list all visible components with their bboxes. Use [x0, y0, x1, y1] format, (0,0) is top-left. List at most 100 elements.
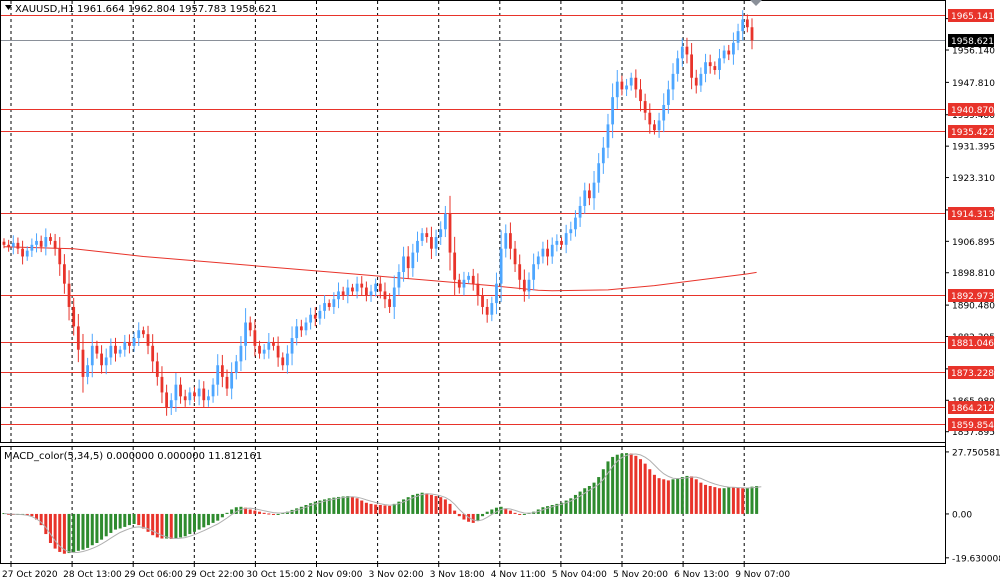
macd-bar[interactable]	[676, 478, 680, 514]
macd-bar[interactable]	[174, 513, 178, 539]
macd-bar[interactable]	[188, 513, 192, 535]
candle-body[interactable]	[225, 376, 229, 389]
macd-bar[interactable]	[179, 513, 183, 538]
candle-body[interactable]	[499, 248, 503, 284]
macd-bar[interactable]	[397, 501, 401, 514]
candle-body[interactable]	[183, 396, 187, 401]
candle-body[interactable]	[267, 341, 271, 350]
macd-bar[interactable]	[295, 508, 299, 514]
candle-body[interactable]	[448, 213, 452, 253]
candle-body[interactable]	[680, 46, 684, 59]
macd-bar[interactable]	[704, 484, 708, 514]
macd-bar[interactable]	[271, 513, 275, 515]
candle-body[interactable]	[676, 58, 680, 74]
candle-body[interactable]	[699, 73, 703, 86]
candle-body[interactable]	[341, 291, 345, 296]
candle-body[interactable]	[160, 376, 164, 393]
macd-bar[interactable]	[35, 513, 39, 520]
macd-bar[interactable]	[713, 487, 717, 514]
candle-body[interactable]	[397, 272, 401, 288]
candle-body[interactable]	[304, 322, 308, 331]
candle-body[interactable]	[104, 357, 108, 366]
macd-bar[interactable]	[369, 503, 373, 514]
candle-body[interactable]	[536, 256, 540, 265]
candle-body[interactable]	[555, 240, 559, 245]
candle-body[interactable]	[732, 42, 735, 55]
macd-bar[interactable]	[192, 513, 196, 532]
candle-body[interactable]	[369, 291, 373, 296]
candle-body[interactable]	[378, 283, 382, 292]
candle-body[interactable]	[202, 388, 206, 401]
candle-body[interactable]	[286, 353, 289, 366]
macd-bar[interactable]	[666, 480, 670, 514]
candle-body[interactable]	[11, 242, 15, 247]
candle-body[interactable]	[629, 77, 633, 86]
candle-body[interactable]	[392, 287, 396, 307]
macd-bar[interactable]	[313, 501, 317, 514]
macd-bar[interactable]	[62, 513, 66, 554]
candle-body[interactable]	[155, 361, 159, 377]
candle-body[interactable]	[527, 279, 531, 292]
candle-body[interactable]	[141, 330, 145, 335]
candle-body[interactable]	[653, 124, 656, 131]
candle-body[interactable]	[741, 19, 745, 32]
candle-body[interactable]	[299, 326, 303, 331]
macd-bar[interactable]	[685, 475, 689, 514]
macd-bar[interactable]	[346, 496, 350, 514]
candle-body[interactable]	[713, 66, 717, 70]
macd-bar[interactable]	[100, 513, 104, 540]
candle-body[interactable]	[323, 303, 326, 311]
macd-bar[interactable]	[671, 479, 675, 514]
candle-body[interactable]	[439, 229, 443, 238]
macd-bar[interactable]	[587, 486, 591, 514]
macd-bar[interactable]	[132, 513, 136, 524]
candle-body[interactable]	[197, 388, 201, 397]
candle-body[interactable]	[272, 341, 275, 346]
macd-bar[interactable]	[453, 510, 457, 514]
candle-body[interactable]	[504, 233, 508, 249]
candle-body[interactable]	[276, 345, 280, 358]
candle-body[interactable]	[114, 345, 117, 354]
candle-body[interactable]	[513, 248, 517, 265]
candle-body[interactable]	[95, 345, 99, 354]
candle-body[interactable]	[76, 326, 80, 350]
candle-body[interactable]	[67, 283, 71, 307]
macd-bar[interactable]	[499, 506, 503, 514]
candle-body[interactable]	[453, 252, 457, 280]
macd-bar[interactable]	[239, 506, 243, 514]
macd-bar[interactable]	[657, 478, 661, 514]
macd-bar[interactable]	[736, 488, 740, 514]
macd-bar[interactable]	[72, 513, 76, 552]
macd-bar[interactable]	[425, 493, 429, 514]
macd-bar[interactable]	[592, 482, 596, 514]
macd-bar[interactable]	[546, 506, 550, 514]
macd-bar[interactable]	[276, 513, 280, 515]
candle-body[interactable]	[546, 248, 549, 257]
horizontal-levels[interactable]	[1, 15, 945, 425]
candle-body[interactable]	[606, 124, 610, 148]
candle-body[interactable]	[118, 349, 122, 354]
macd-bar[interactable]	[490, 509, 494, 514]
macd-bar[interactable]	[197, 513, 201, 530]
macd-bar[interactable]	[643, 463, 647, 514]
macd-bar[interactable]	[513, 512, 517, 514]
macd-bar[interactable]	[127, 513, 131, 526]
macd-bar[interactable]	[327, 498, 331, 514]
macd-histogram[interactable]	[2, 453, 762, 554]
candle-body[interactable]	[718, 58, 721, 70]
macd-bar[interactable]	[485, 511, 489, 514]
macd-bar[interactable]	[439, 497, 443, 514]
macd-bar[interactable]	[402, 499, 406, 514]
macd-bar[interactable]	[253, 510, 257, 514]
macd-bar[interactable]	[76, 513, 80, 551]
macd-bar[interactable]	[573, 494, 577, 514]
macd-bar[interactable]	[206, 513, 210, 526]
candle-body[interactable]	[750, 27, 754, 41]
candle-body[interactable]	[425, 233, 429, 238]
macd-bar[interactable]	[262, 512, 266, 514]
macd-bar[interactable]	[555, 503, 559, 514]
macd-bar[interactable]	[30, 513, 34, 517]
candle-body[interactable]	[193, 392, 196, 397]
macd-bar[interactable]	[690, 476, 694, 514]
candle-body[interactable]	[666, 89, 670, 105]
